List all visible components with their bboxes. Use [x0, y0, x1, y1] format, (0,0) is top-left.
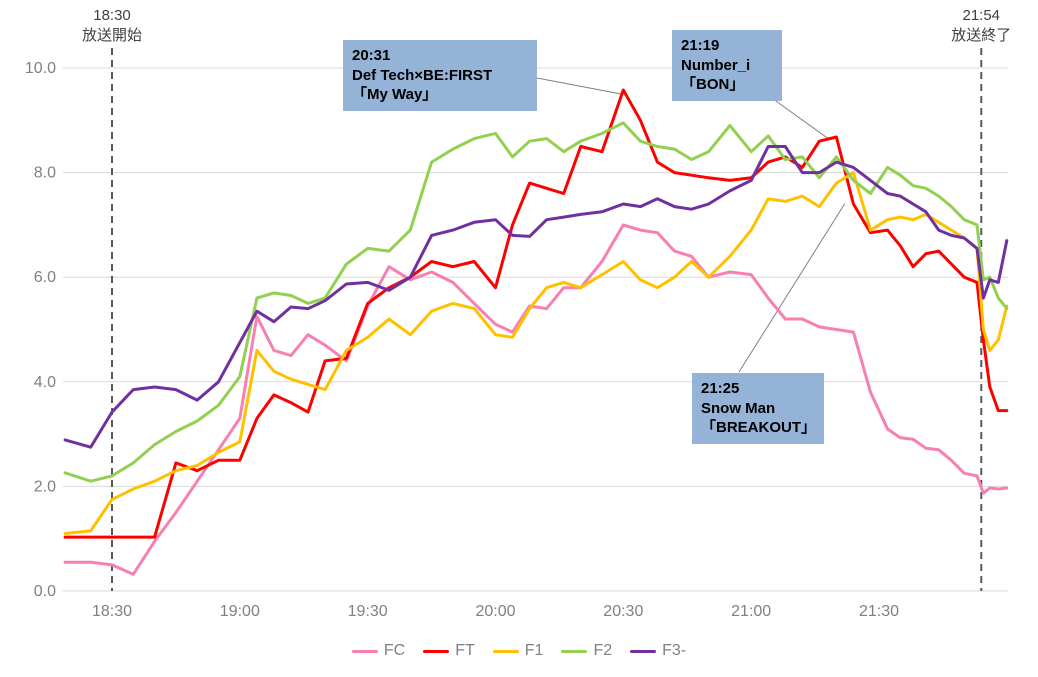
series-line-F2	[63, 121, 1009, 483]
legend-label-F1: F1	[524, 642, 544, 659]
legend-item-FT: FT	[423, 642, 475, 660]
annotation-leader-line	[536, 77, 621, 95]
annotation-song: 「My Way」	[352, 86, 438, 103]
series-line-FT	[63, 88, 1009, 539]
annotation-song: 「BREAKOUT」	[701, 419, 816, 436]
annotation-time: 21:19	[681, 37, 720, 54]
legend-swatch-FC	[351, 649, 378, 653]
legend-label-FT: FT	[455, 642, 475, 659]
x-tick-label: 19:30	[348, 603, 388, 620]
legend-item-F2: F2	[561, 642, 612, 660]
legend-swatch-F2	[561, 649, 588, 653]
y-tick-label: 10.0	[25, 60, 56, 77]
x-tick-label: 21:30	[859, 603, 899, 620]
annotation-bon: 21:19 Number_i 「BON」	[672, 30, 782, 101]
annotation-song: 「BON」	[681, 76, 745, 93]
legend: FC FT F1 F2 F3-	[0, 642, 1038, 660]
legend-swatch-F1	[492, 649, 519, 653]
annotation-artist: Snow Man	[701, 399, 776, 417]
broadcast-start-label: 18:30 放送開始	[82, 6, 142, 46]
x-tick-label: 19:00	[220, 603, 260, 620]
y-tick-label: 4.0	[34, 374, 56, 391]
series-line-FC	[63, 223, 1009, 576]
y-tick-label: 2.0	[34, 478, 56, 495]
legend-label-F2: F2	[593, 642, 613, 659]
annotation-my-way: 20:31 Def Tech×BE:FIRST 「My Way」	[343, 40, 537, 111]
y-tick-label: 8.0	[34, 165, 56, 182]
annotation-leader-line	[738, 203, 846, 373]
annotation-time: 20:31	[352, 47, 391, 64]
annotation-artist: Number_i	[681, 56, 751, 74]
x-tick-label: 18:30	[92, 603, 132, 620]
legend-label-FC: FC	[383, 642, 406, 659]
legend-item-FC: FC	[351, 642, 406, 660]
y-tick-label: 0.0	[34, 583, 56, 600]
broadcast-end-label: 21:54 放送終了	[951, 6, 1011, 46]
annotation-breakout: 21:25 Snow Man 「BREAKOUT」	[692, 373, 824, 444]
series-line-F3-	[63, 145, 1009, 449]
x-tick-label: 20:00	[475, 603, 515, 620]
legend-item-F3-: F3-	[630, 642, 686, 660]
annotation-artist: Def Tech×BE:FIRST	[352, 66, 493, 84]
legend-swatch-F3-	[630, 649, 657, 653]
legend-item-F1: F1	[492, 642, 544, 660]
annotation-time: 21:25	[701, 380, 740, 397]
x-tick-label: 20:30	[603, 603, 643, 620]
broadcast-start-time: 18:30	[93, 7, 131, 24]
broadcast-end-text: 放送終了	[951, 26, 1012, 44]
series-line-F1	[63, 171, 1009, 535]
annotation-leader-line	[768, 95, 831, 141]
y-tick-label: 6.0	[34, 269, 56, 286]
x-tick-label: 21:00	[731, 603, 771, 620]
legend-label-F3-: F3-	[662, 642, 687, 659]
legend-swatch-FT	[423, 649, 450, 653]
broadcast-start-text: 放送開始	[81, 26, 143, 44]
broadcast-end-time: 21:54	[962, 7, 1001, 24]
